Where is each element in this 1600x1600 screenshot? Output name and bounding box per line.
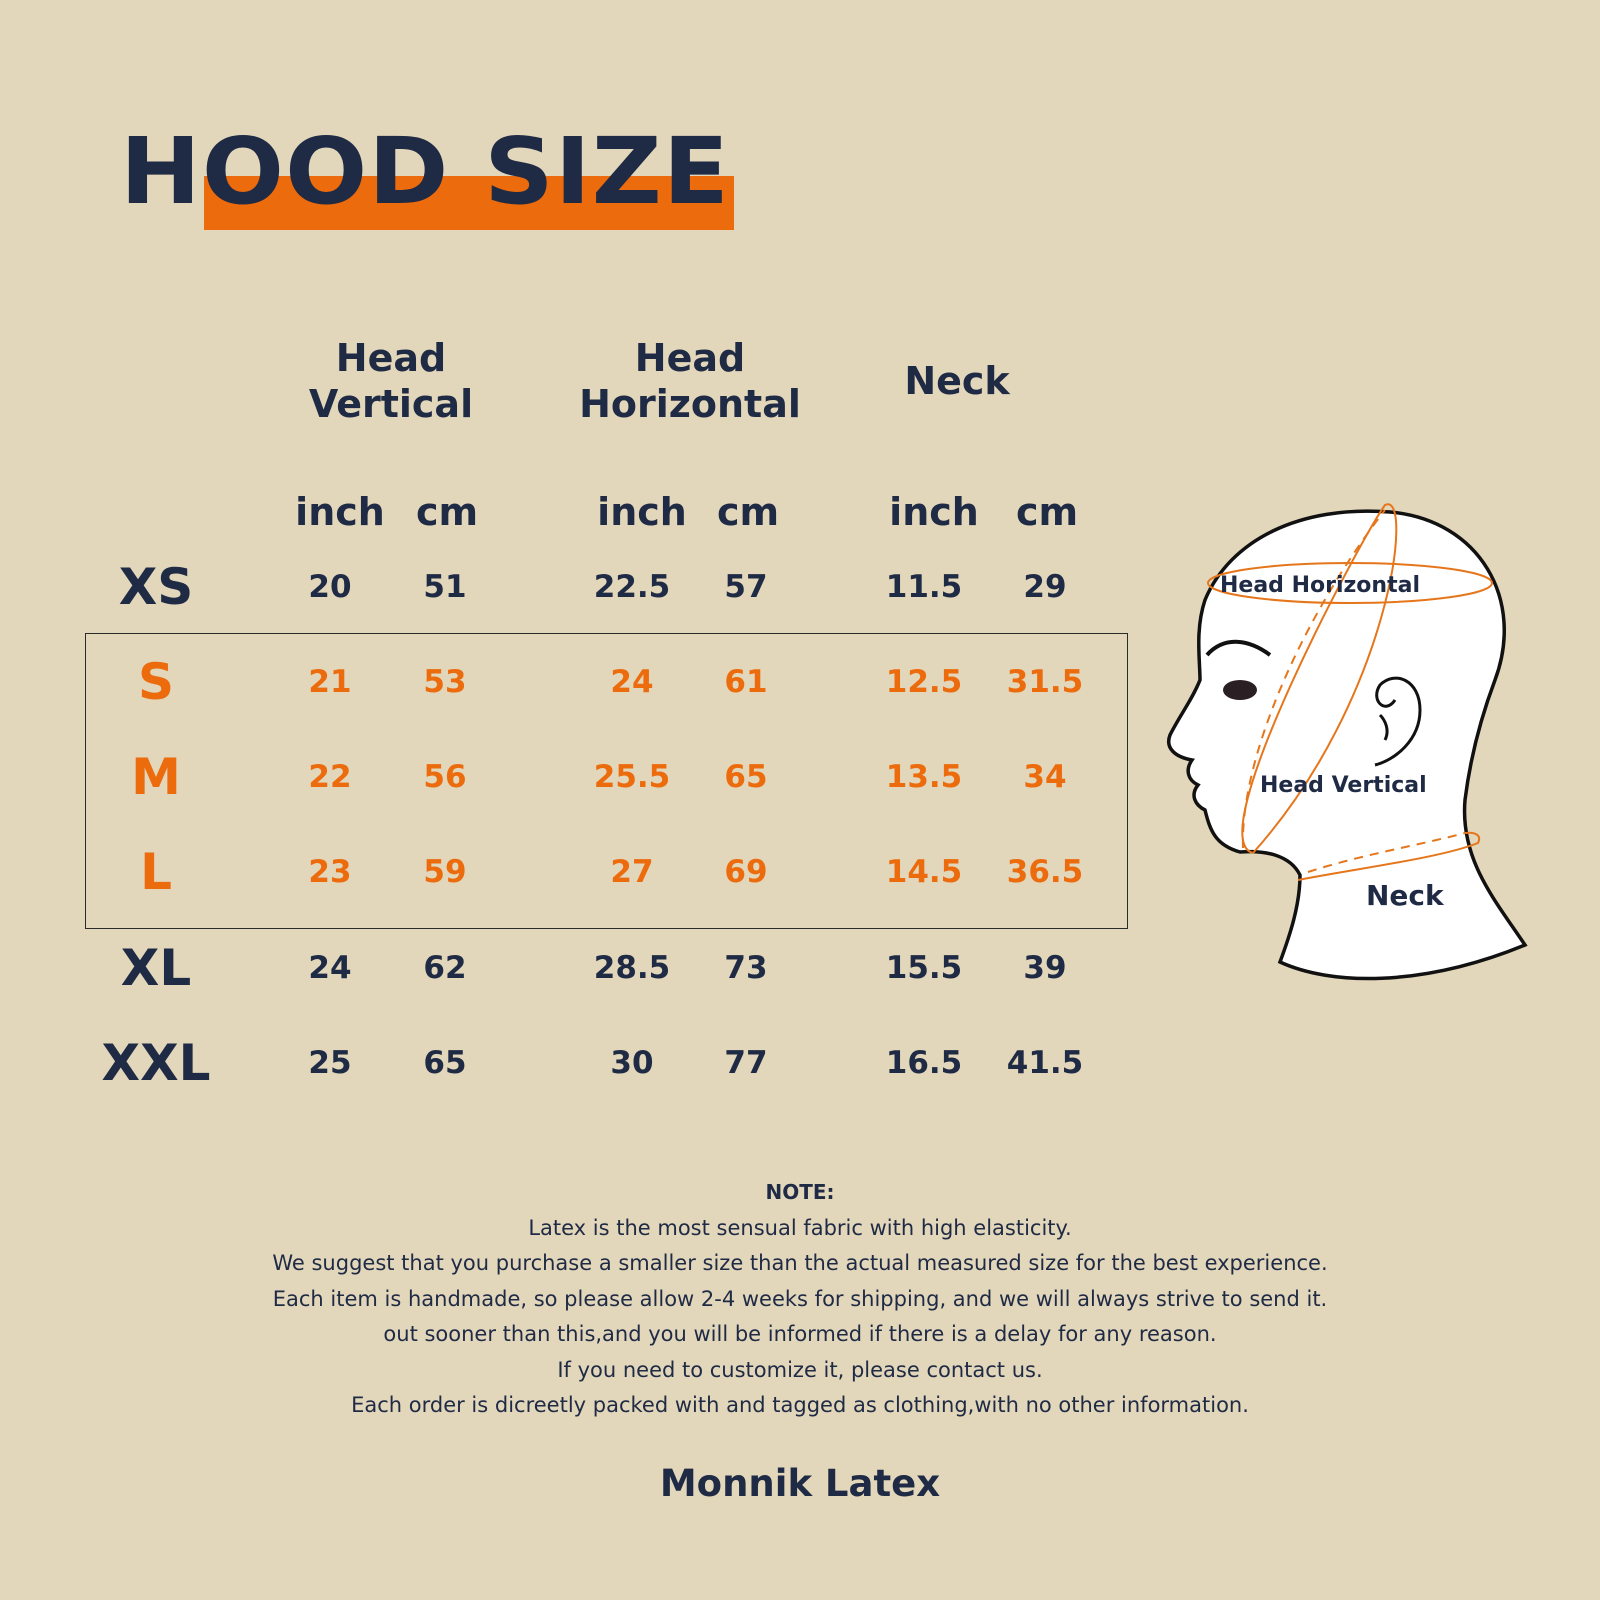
table-cell: 62 [423, 950, 467, 986]
table-cell: 36.5 [1006, 854, 1084, 890]
table-cell: 57 [724, 569, 768, 605]
table-cell: 25.5 [593, 759, 671, 795]
title-highlight-bar [204, 176, 734, 230]
note-line: Latex is the most sensual fabric with hi… [528, 1215, 1072, 1240]
head-vertical-dashed [1241, 509, 1386, 849]
table-cell: 28.5 [593, 950, 671, 986]
header-line: Vertical [308, 382, 474, 426]
table-cell: 25 [308, 1045, 352, 1081]
table-cell: 30 [610, 1045, 654, 1081]
table-cell: 22 [308, 759, 352, 795]
table-cell: 77 [724, 1045, 768, 1081]
column-header-head-horizontal: Head Horizontal [540, 335, 840, 427]
table-cell: 22.5 [593, 569, 671, 605]
ear-icon [1374, 676, 1422, 767]
table-cell: 31.5 [1006, 664, 1084, 700]
size-label: S [137, 653, 174, 711]
table-cell: 65 [724, 759, 768, 795]
table-cell: 12.5 [885, 664, 963, 700]
table-cell: 53 [423, 664, 467, 700]
size-label: XS [118, 558, 194, 616]
table-cell: 21 [308, 664, 352, 700]
head-outline [1167, 509, 1528, 981]
header-line: Head [634, 336, 746, 380]
table-cell: 29 [1023, 569, 1067, 605]
note-heading: NOTE: [765, 1180, 835, 1204]
neck-dashed [1307, 832, 1466, 873]
table-cell: 11.5 [885, 569, 963, 605]
diagram-label-head-vertical: Head Vertical [1260, 773, 1427, 798]
note-line: If you need to customize it, please cont… [557, 1357, 1043, 1382]
table-cell: 14.5 [885, 854, 963, 890]
header-line: Neck [904, 359, 1010, 403]
diagram-label-neck: Neck [1366, 879, 1445, 912]
table-cell: 73 [724, 950, 768, 986]
table-cell: 23 [308, 854, 352, 890]
page-title: HOOD SIZE [120, 118, 730, 225]
eyebrow [1205, 639, 1272, 657]
unit-label-cm: cm [716, 490, 780, 534]
table-cell: 24 [308, 950, 352, 986]
note-line: Each order is dicreetly packed with and … [351, 1393, 1249, 1417]
diagram-label-head-horizontal: Head Horizontal [1220, 573, 1420, 598]
note-section: NOTE: Latex is the most sensual fabric w… [0, 1175, 1600, 1424]
table-cell: 39 [1023, 950, 1067, 986]
brand-name: Monnik Latex [659, 1462, 941, 1505]
column-header-neck: Neck [827, 358, 1087, 404]
head-vertical-line [1241, 503, 1398, 854]
size-label: M [131, 748, 181, 806]
table-cell: 59 [423, 854, 467, 890]
table-cell: 51 [423, 569, 467, 605]
header-line: Head [335, 336, 447, 380]
table-cell: 24 [610, 664, 654, 700]
note-line: We suggest that you purchase a smaller s… [272, 1251, 1328, 1275]
note-line: out sooner than this,and you will be inf… [383, 1322, 1217, 1346]
unit-label-inch: inch [295, 490, 385, 534]
table-cell: 61 [724, 664, 768, 700]
table-cell: 20 [308, 569, 352, 605]
table-cell: 69 [724, 854, 768, 890]
unit-label-inch: inch [889, 490, 979, 534]
size-label: XL [120, 939, 192, 997]
header-line: Horizontal [579, 382, 801, 426]
table-cell: 65 [423, 1045, 467, 1081]
table-cell: 15.5 [885, 950, 963, 986]
table-cell: 16.5 [885, 1045, 963, 1081]
table-cell: 56 [423, 759, 467, 795]
recommended-sizes-box [85, 633, 1128, 929]
size-label: L [140, 843, 172, 901]
table-cell: 13.5 [885, 759, 963, 795]
unit-label-cm: cm [415, 490, 479, 534]
unit-label-cm: cm [1015, 490, 1079, 534]
neck-line [1297, 831, 1481, 881]
unit-label-inch: inch [597, 490, 687, 534]
note-line: Each item is handmade, so please allow 2… [272, 1286, 1328, 1311]
head-horizontal-line [1207, 562, 1493, 604]
table-cell: 41.5 [1006, 1045, 1084, 1081]
eye [1223, 680, 1257, 700]
column-header-head-vertical: Head Vertical [241, 335, 541, 427]
table-cell: 27 [610, 854, 654, 890]
table-cell: 34 [1023, 759, 1067, 795]
size-label: XXL [101, 1034, 211, 1092]
